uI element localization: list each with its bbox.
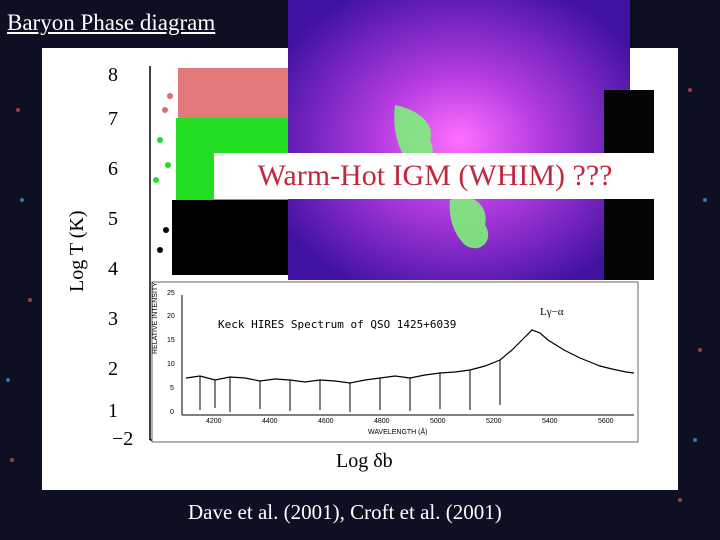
phase-plot-ytick-6: 6 bbox=[108, 158, 118, 180]
whim-banner: Warm-Hot IGM (WHIM) ??? bbox=[214, 153, 656, 199]
phase-plot-ylabel: Log T (K) bbox=[66, 210, 88, 292]
background-stars bbox=[10, 88, 702, 502]
spectrum-xlabel: WAVELENGTH (Å) bbox=[368, 429, 428, 436]
spectrum-xtick-5400: 5400 bbox=[542, 418, 558, 425]
phase-plot-xlabel: Log δb bbox=[336, 450, 393, 472]
spectrum-ytick-0: 0 bbox=[170, 409, 174, 416]
spectrum-title: Keck HIRES Spectrum of QSO 1425+6039 bbox=[218, 318, 457, 331]
spectrum-xtick-4600: 4600 bbox=[318, 418, 334, 425]
spectrum-xtick-4400: 4400 bbox=[262, 418, 278, 425]
spectrum-ytick-25: 25 bbox=[167, 290, 175, 297]
hot-gas-points bbox=[162, 68, 290, 118]
xray-cluster-image bbox=[288, 0, 630, 280]
spectrum-ytick-15: 15 bbox=[167, 337, 175, 344]
spectrum-xtick-5000: 5000 bbox=[430, 418, 446, 425]
spectrum-line bbox=[185, 329, 635, 384]
spectrum-xtick-4800: 4800 bbox=[374, 418, 390, 425]
slide-title: Baryon Phase diagram bbox=[7, 10, 216, 35]
lyman-alpha-label: Lγ−α bbox=[540, 306, 564, 318]
whim-banner-text: Warm-Hot IGM (WHIM) ??? bbox=[257, 159, 613, 192]
phase-plot-ytick-5: 5 bbox=[108, 208, 118, 230]
phase-plot-xtick: −2 bbox=[112, 428, 134, 450]
spectrum-xtick-5200: 5200 bbox=[486, 418, 502, 425]
spectrum-ytick-5: 5 bbox=[170, 385, 174, 392]
slide-caption: Dave et al. (2001), Croft et al. (2001) bbox=[188, 500, 502, 524]
spectrum-ylabel: RELATIVE INTENSITY bbox=[152, 282, 159, 354]
phase-plot-ytick-1: 1 bbox=[108, 400, 118, 422]
spectrum-inset bbox=[151, 281, 639, 443]
phase-plot-ytick-4: 4 bbox=[108, 258, 118, 280]
phase-plot-ytick-3: 3 bbox=[108, 308, 118, 330]
spectrum-xtick-4200: 4200 bbox=[206, 418, 222, 425]
cool-gas-points bbox=[157, 200, 290, 275]
spectrum-ytick-20: 20 bbox=[167, 313, 175, 320]
spectrum-xtick-5600: 5600 bbox=[598, 418, 614, 425]
phase-plot-ytick-2: 2 bbox=[108, 358, 118, 380]
spectrum-ytick-10: 10 bbox=[167, 361, 175, 368]
phase-plot-ytick-8: 8 bbox=[108, 64, 118, 86]
phase-plot-ytick-7: 7 bbox=[108, 108, 118, 130]
